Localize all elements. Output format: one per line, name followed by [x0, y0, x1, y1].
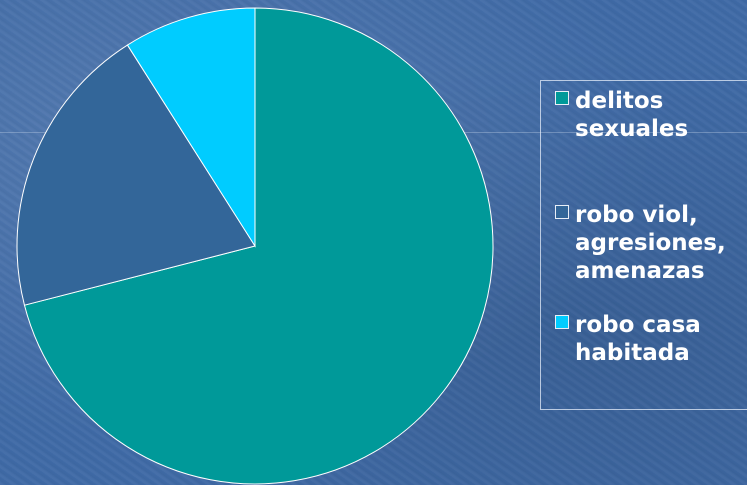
chart-legend: delitos sexuales robo viol, agresiones, …	[540, 80, 747, 410]
pie-slice-delitos-sexuales	[23, 7, 494, 485]
legend-label-robo-casa-habitada: robo casa habitada	[575, 312, 701, 366]
legend-swatch-robo-viol	[555, 205, 569, 219]
legend-swatch-robo-casa-habitada	[555, 315, 569, 329]
legend-swatch-delitos-sexuales	[555, 91, 569, 105]
legend-label-delitos-sexuales: delitos sexuales	[575, 88, 689, 142]
pie-slice-robo-viol	[16, 44, 256, 306]
pie-slice-robo-casa-habitada	[126, 7, 256, 248]
legend-label-robo-viol: robo viol, agresiones, amenazas	[575, 202, 726, 284]
